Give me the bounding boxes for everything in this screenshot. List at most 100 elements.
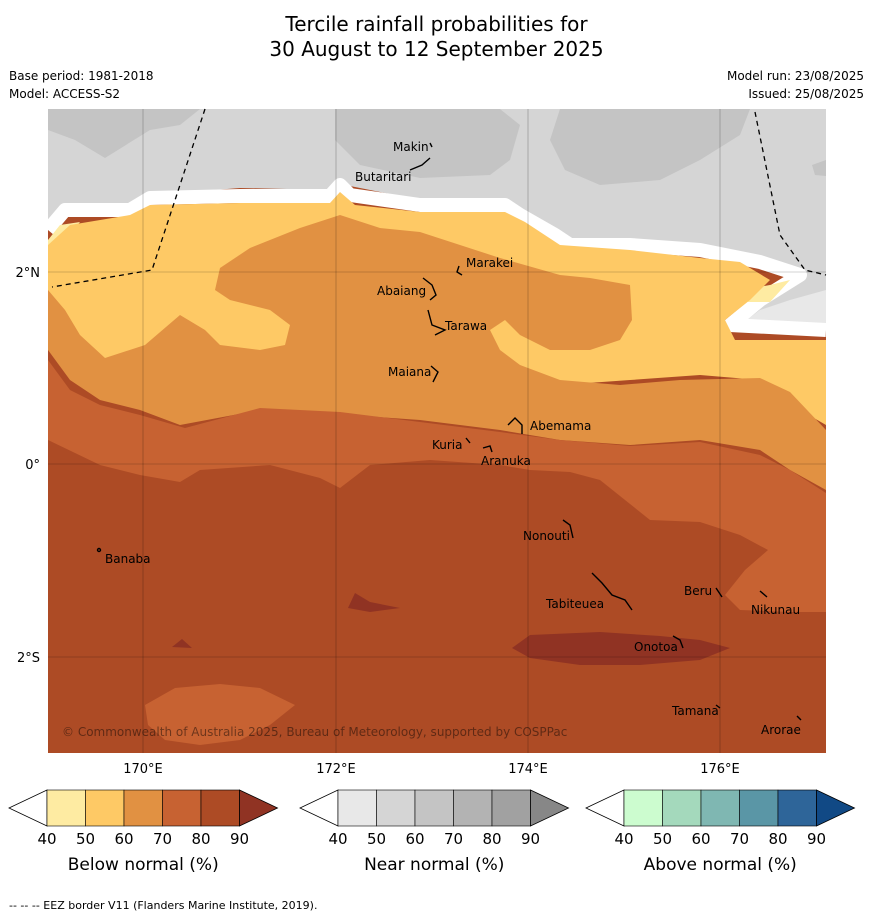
lon-label: 174°E	[508, 762, 548, 777]
island-nikunau	[759, 590, 768, 598]
island-tamana	[715, 704, 721, 709]
zone-near-60	[48, 109, 200, 158]
island-tarawa	[427, 309, 447, 336]
place-label: Abemama	[530, 419, 591, 433]
island-maiana	[430, 365, 439, 383]
copyright-notice: © Commonwealth of Australia 2025, Bureau…	[62, 725, 567, 739]
colorbar-bin	[376, 789, 416, 827]
colorbar-tick-label: 90	[230, 830, 249, 848]
lat-label: 0°	[25, 458, 40, 473]
colorbar-1: 40 50 60 70 80 90 Below normal (%)	[8, 789, 279, 875]
place-label: Tabiteuea	[545, 597, 604, 611]
colorbar-bin	[162, 789, 202, 827]
colorbar-max-extension	[239, 789, 279, 827]
zone-below-50	[48, 222, 80, 260]
colorbar-title: Near normal (%)	[364, 855, 504, 875]
island-marakei	[456, 265, 463, 276]
place-label: Nonouti	[523, 529, 570, 543]
colorbar-bin	[662, 789, 702, 827]
eez-border	[51, 108, 827, 288]
colorbar-tick-label: 80	[768, 830, 787, 848]
place-label: Marakei	[466, 256, 513, 270]
colorbar-2: 40 50 60 70 80 90 Near normal (%)	[299, 789, 570, 875]
place-label: Butaritari	[355, 170, 412, 184]
map-title: Tercile rainfall probabilities for 30 Au…	[0, 12, 873, 62]
place-label: Beru	[684, 584, 712, 598]
place-label: Nikunau	[751, 603, 800, 617]
colorbar-bin	[200, 789, 240, 827]
island-kuria	[465, 437, 471, 444]
zone-near-40	[740, 290, 826, 325]
zone-below-90b	[348, 593, 400, 612]
colorbar-tick-label: 70	[730, 830, 749, 848]
issued-date: Issued: 25/08/2025	[748, 87, 864, 101]
colorbar-title: Below normal (%)	[68, 855, 219, 875]
island-butaritari	[409, 157, 431, 171]
zone-near-60c	[550, 109, 750, 185]
place-label: Tarawa	[444, 319, 487, 333]
place-label: Maiana	[388, 365, 431, 379]
colorbar-tick-label: 50	[367, 830, 386, 848]
title-line-1: Tercile rainfall probabilities for	[285, 12, 588, 36]
colorbar-title: Above normal (%)	[644, 855, 797, 875]
colorbar-tick-label: 90	[521, 830, 540, 848]
colorbar-tick-label: 40	[614, 830, 633, 848]
title-line-2: 30 August to 12 September 2025	[269, 37, 604, 61]
place-label: Abaiang	[377, 284, 426, 298]
colorbar-tick-label: 90	[807, 830, 826, 848]
place-label: Arorae	[761, 723, 801, 737]
island-beru	[715, 587, 723, 598]
colorbar-min-extension	[299, 789, 339, 827]
place-label: Onotoa	[634, 640, 678, 654]
colorbar-tick-label: 60	[114, 830, 133, 848]
place-label: Banaba	[105, 552, 151, 566]
zone-near-60d	[812, 160, 826, 176]
meta-right: Model run: 23/08/2025 Issued: 25/08/2025	[727, 67, 864, 103]
zone-below-90c	[172, 639, 192, 648]
island-nonouti	[562, 519, 574, 539]
zone-below-70	[48, 215, 826, 490]
base-period: Base period: 1981-2018	[9, 69, 154, 83]
island-aranuka	[482, 445, 493, 453]
colorbar-bin	[700, 789, 740, 827]
colorbar-bin	[453, 789, 493, 827]
place-label: Makin	[393, 140, 429, 154]
island-arorae	[796, 715, 802, 721]
colorbar-tick-label: 70	[153, 830, 172, 848]
lon-label: 172°E	[316, 762, 356, 777]
island-banaba	[96, 547, 102, 553]
lon-label: 176°E	[700, 762, 740, 777]
colorbar-tick-label: 80	[191, 830, 210, 848]
meta-left: Base period: 1981-2018 Model: ACCESS-S2	[9, 67, 154, 103]
place-label: Tamana	[671, 704, 719, 718]
colorbars: 40 50 60 70 80 90 Below normal (%) 40 50 60 70 80 90…	[8, 789, 856, 875]
islands	[96, 142, 802, 721]
lat-label: 2°S	[17, 651, 40, 666]
colorbar-bin	[739, 789, 779, 827]
eez-footnote: -- -- -- EEZ border V11 (Flanders Marine…	[9, 899, 318, 912]
colorbar-bin	[777, 789, 817, 827]
zone-below-70-south	[145, 684, 295, 745]
island-makin	[429, 142, 433, 148]
colorbar-min-extension	[8, 789, 48, 827]
lon-label: 170°E	[123, 762, 163, 777]
model-run: Model run: 23/08/2025	[726, 69, 864, 83]
place-label: Aranuka	[481, 454, 531, 468]
colorbar-max-extension	[816, 789, 856, 827]
colorbar-max-extension	[530, 789, 570, 827]
colorbar-bin	[623, 789, 663, 827]
colorbar-tick-label: 50	[76, 830, 95, 848]
zone-near-60b	[335, 109, 520, 178]
colorbar-tick-label: 40	[37, 830, 56, 848]
place-label: Kuria	[432, 438, 463, 452]
graticule	[48, 109, 826, 753]
colorbar-bin	[46, 789, 86, 827]
model-name: Model: ACCESS-S2	[9, 87, 121, 101]
colorbar-tick-label: 60	[691, 830, 710, 848]
zone-below-90	[512, 632, 730, 665]
colorbar-bin	[123, 789, 163, 827]
colorbar-bin	[491, 789, 531, 827]
colorbar-min-extension	[585, 789, 625, 827]
island-onotoa	[672, 635, 684, 649]
